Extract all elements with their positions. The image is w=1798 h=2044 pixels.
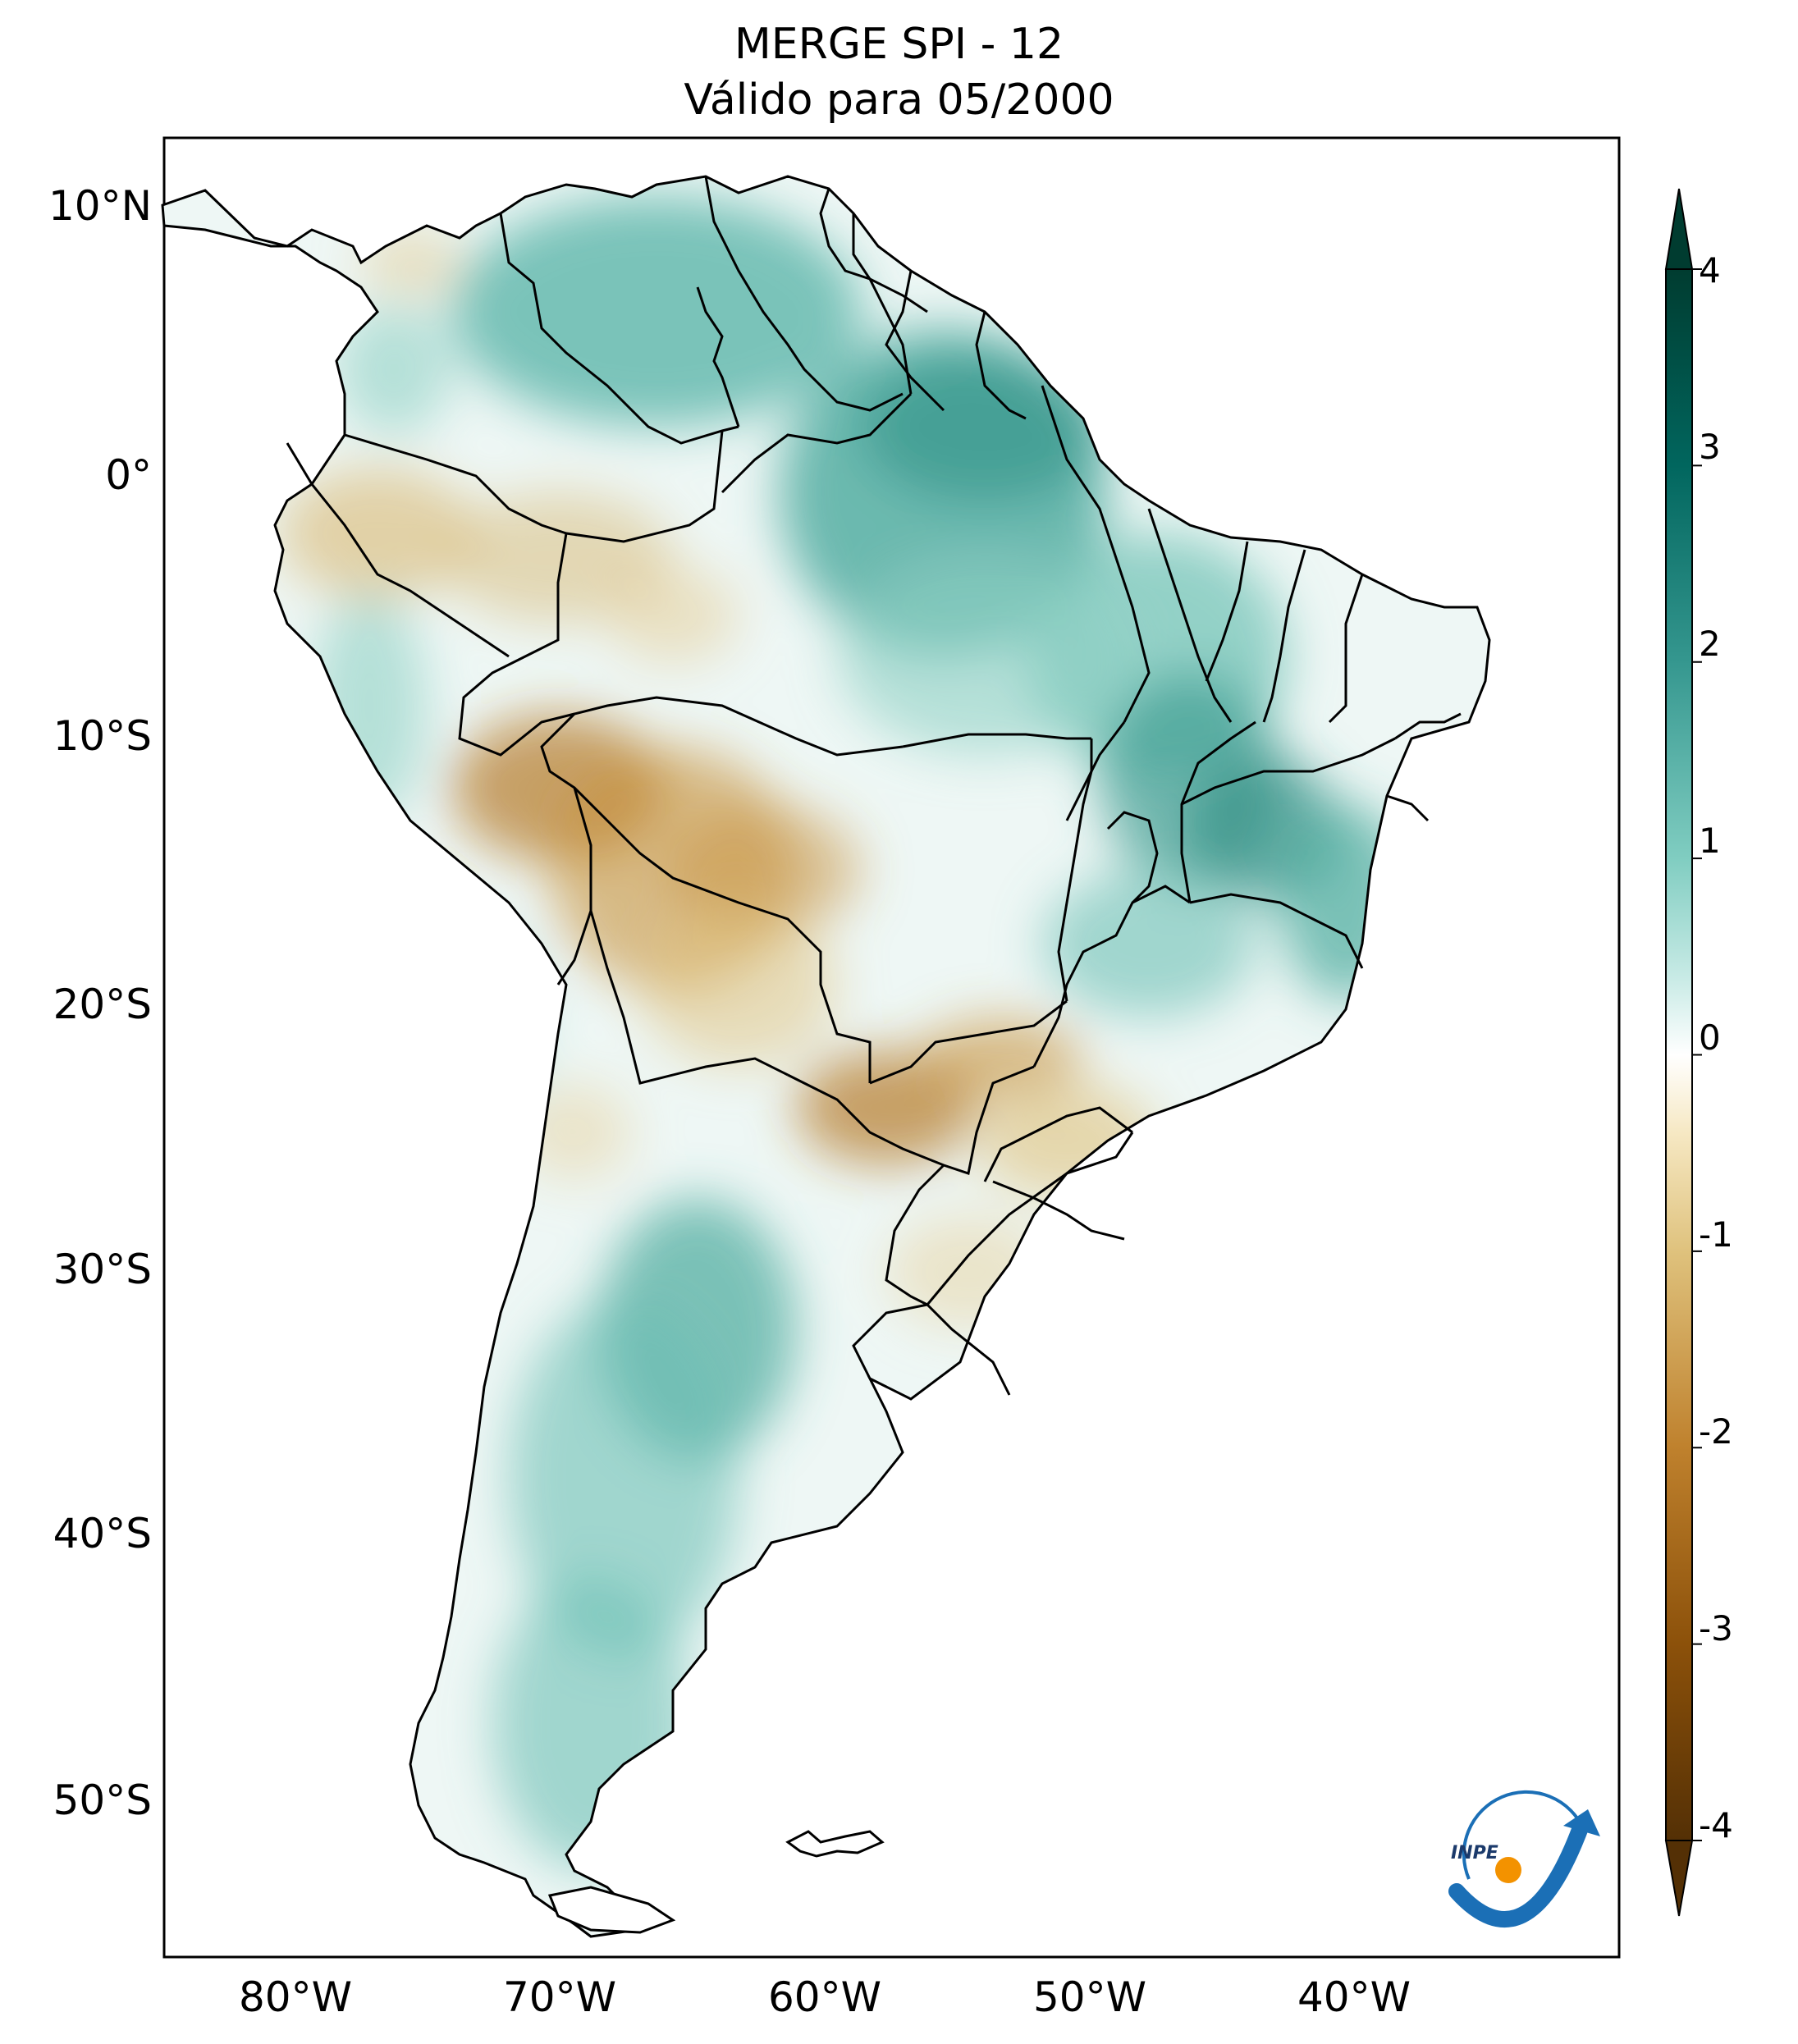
lat-label: 40°S [53, 1510, 152, 1557]
logo-text: INPE [1451, 1843, 1498, 1863]
colorbar-extend-min [1664, 1840, 1694, 1917]
colorbar-tick-label: -1 [1699, 1214, 1733, 1255]
inpe-logo: INPE [1448, 1790, 1600, 1928]
map-title: MERGE SPI - 12 [734, 20, 1064, 69]
logo-dot [1495, 1857, 1521, 1883]
islands [547, 1830, 885, 1934]
lon-label: 40°W [1297, 1973, 1411, 2021]
logo-arrow [1448, 1822, 1588, 1928]
lon-label: 60°W [767, 1973, 882, 2021]
colorbar-tick-label: 3 [1699, 427, 1721, 467]
political-boundaries [286, 176, 1462, 1396]
lat-label: 50°S [53, 1776, 152, 1824]
spi-field [162, 176, 1489, 1937]
lat-label: 30°S [53, 1246, 152, 1293]
map-subtitle: Válido para 05/2000 [684, 75, 1114, 125]
lat-label: 10°S [53, 712, 152, 760]
colorbar-gradient [1665, 268, 1693, 1841]
lat-label: 10°N [48, 182, 152, 230]
lon-label: 80°W [238, 1973, 353, 2021]
colorbar-tick-label: -2 [1699, 1411, 1733, 1452]
colorbar [1664, 188, 1702, 1917]
colorbar-tick-label: 2 [1699, 624, 1721, 664]
lat-label: 0° [105, 451, 152, 499]
lon-label: 70°W [502, 1973, 617, 2021]
colorbar-tick-label: 1 [1699, 821, 1721, 861]
lat-label: 20°S [53, 981, 152, 1028]
colorbar-tick-label: 4 [1699, 250, 1721, 290]
lon-label: 50°W [1032, 1973, 1147, 2021]
colorbar-tick-label: -4 [1699, 1805, 1733, 1845]
colorbar-extend-max [1664, 188, 1694, 270]
colorbar-tick-label: 0 [1699, 1017, 1721, 1058]
colorbar-tick-label: -3 [1699, 1608, 1733, 1648]
